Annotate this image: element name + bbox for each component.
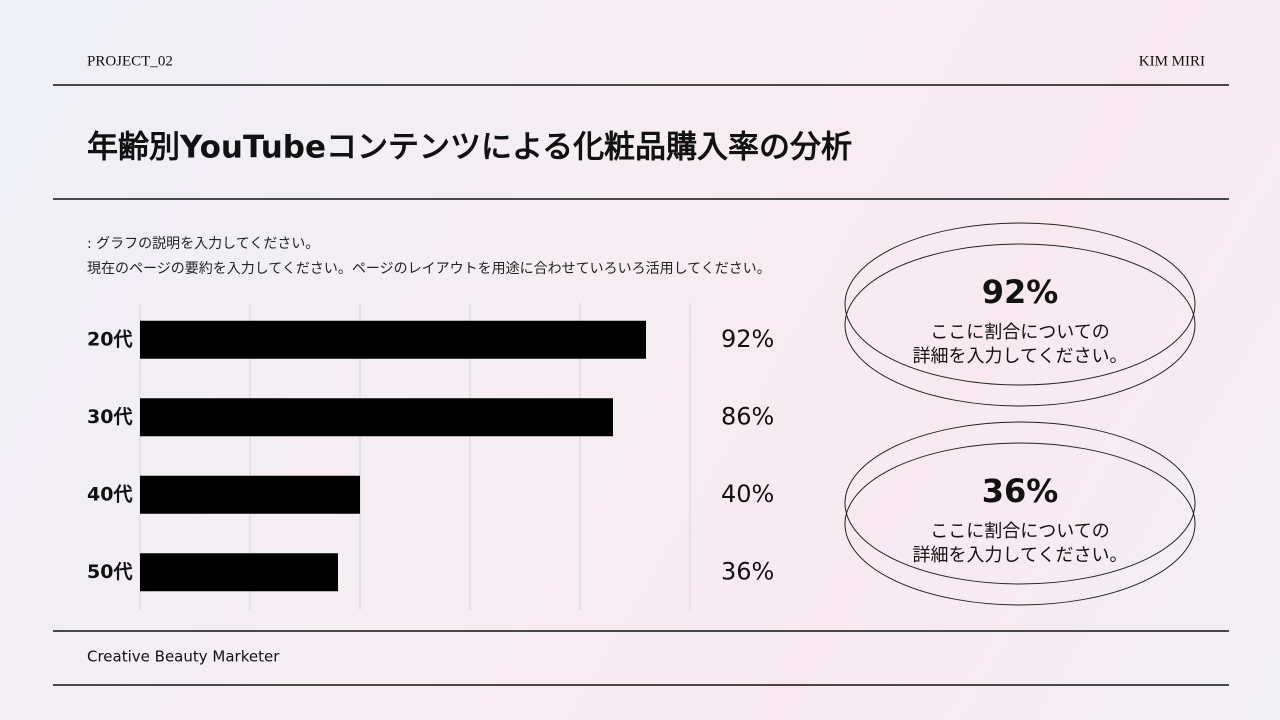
- description-line: 現在のページの要約を入力してください。ページのレイアウトを用途に合わせていろいろ…: [87, 260, 771, 277]
- value-label: 86%: [721, 402, 774, 430]
- description-line: : グラフの説明を入力してください。: [87, 236, 320, 252]
- value-label: 40%: [721, 480, 774, 508]
- callout-ring: [844, 421, 1196, 585]
- category-label: 30代: [87, 406, 132, 428]
- value-label: 36%: [721, 557, 774, 585]
- slide-title: 年齢別YouTubeコンテンツによる化粧品購入率の分析: [87, 130, 852, 166]
- author-label: KIM MIRI: [1139, 53, 1205, 69]
- description: : グラフの説明を入力してください。 現在のページの要約を入力してください。ペー…: [87, 232, 812, 281]
- callout-ring: [844, 222, 1196, 386]
- category-label: 40代: [87, 483, 132, 505]
- bar: [140, 475, 360, 514]
- footer-text: Creative Beauty Marketer: [87, 648, 280, 666]
- callout-text: ここに割合についての: [930, 322, 1109, 343]
- category-label: 50代: [87, 561, 132, 583]
- category-label: 20代: [87, 328, 132, 350]
- callout-text: 詳細を入力してください。: [913, 346, 1128, 367]
- callout-ring: [844, 243, 1196, 407]
- bar: [140, 320, 646, 359]
- callout-ring: [844, 442, 1196, 606]
- callout-text: 詳細を入力してください。: [913, 545, 1128, 566]
- bar: [140, 553, 338, 592]
- project-label: PROJECT_02: [87, 53, 173, 69]
- value-label: 92%: [721, 325, 774, 353]
- callout-value: 92%: [982, 273, 1059, 311]
- callout-text: ここに割合についての: [930, 521, 1109, 542]
- bar: [140, 398, 613, 437]
- callout-value: 36%: [982, 472, 1059, 510]
